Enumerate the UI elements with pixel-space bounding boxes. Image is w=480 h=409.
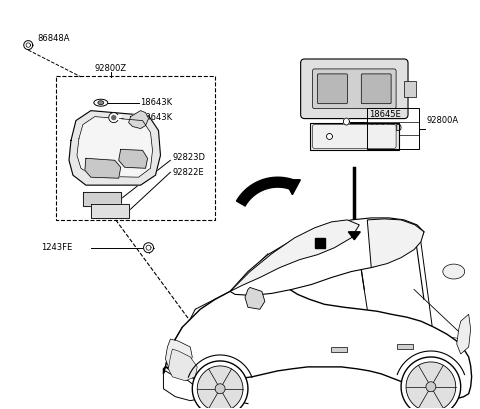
Polygon shape (144, 243, 154, 253)
Polygon shape (406, 362, 456, 409)
Polygon shape (426, 382, 436, 392)
Text: 18643K: 18643K (141, 113, 173, 122)
Polygon shape (77, 117, 153, 177)
Polygon shape (215, 384, 225, 394)
Polygon shape (24, 40, 33, 49)
Polygon shape (230, 218, 424, 295)
Ellipse shape (98, 101, 104, 105)
Polygon shape (91, 204, 129, 218)
Polygon shape (117, 115, 120, 121)
FancyBboxPatch shape (312, 69, 396, 109)
Polygon shape (109, 112, 119, 123)
Polygon shape (397, 344, 413, 349)
Polygon shape (166, 339, 192, 371)
Polygon shape (314, 238, 324, 248)
Polygon shape (237, 177, 294, 206)
Polygon shape (348, 232, 360, 240)
Polygon shape (69, 111, 160, 185)
Polygon shape (404, 81, 416, 97)
Polygon shape (401, 357, 461, 409)
Polygon shape (192, 361, 248, 409)
FancyBboxPatch shape (312, 125, 396, 148)
Polygon shape (332, 347, 348, 352)
Polygon shape (85, 158, 120, 178)
FancyBboxPatch shape (361, 74, 391, 104)
Polygon shape (326, 133, 333, 139)
Text: 92800Z: 92800Z (95, 65, 127, 74)
Text: 18645E: 18645E (369, 110, 401, 119)
Polygon shape (245, 288, 265, 309)
Ellipse shape (443, 264, 465, 279)
Polygon shape (343, 118, 349, 125)
Polygon shape (367, 219, 424, 267)
Polygon shape (230, 220, 360, 291)
Polygon shape (129, 111, 148, 128)
FancyBboxPatch shape (300, 59, 408, 119)
Text: 92800A: 92800A (427, 116, 459, 125)
Polygon shape (285, 180, 300, 195)
Polygon shape (83, 192, 120, 206)
Polygon shape (310, 123, 399, 151)
Polygon shape (164, 276, 472, 399)
FancyBboxPatch shape (318, 74, 348, 104)
Text: 92823D: 92823D (172, 153, 205, 162)
Text: 1243FE: 1243FE (41, 243, 72, 252)
Polygon shape (197, 366, 243, 409)
Polygon shape (164, 371, 200, 401)
Text: 18643K: 18643K (141, 98, 173, 107)
Text: 18645D: 18645D (369, 124, 402, 133)
Polygon shape (112, 116, 116, 119)
Text: 92822E: 92822E (172, 168, 204, 177)
Bar (367, 108, 419, 149)
Polygon shape (168, 349, 197, 381)
Text: 86848A: 86848A (37, 34, 70, 43)
Bar (56, 76, 215, 220)
Polygon shape (457, 314, 471, 354)
Polygon shape (119, 149, 147, 168)
Ellipse shape (94, 99, 108, 106)
Text: 92836: 92836 (369, 138, 396, 147)
